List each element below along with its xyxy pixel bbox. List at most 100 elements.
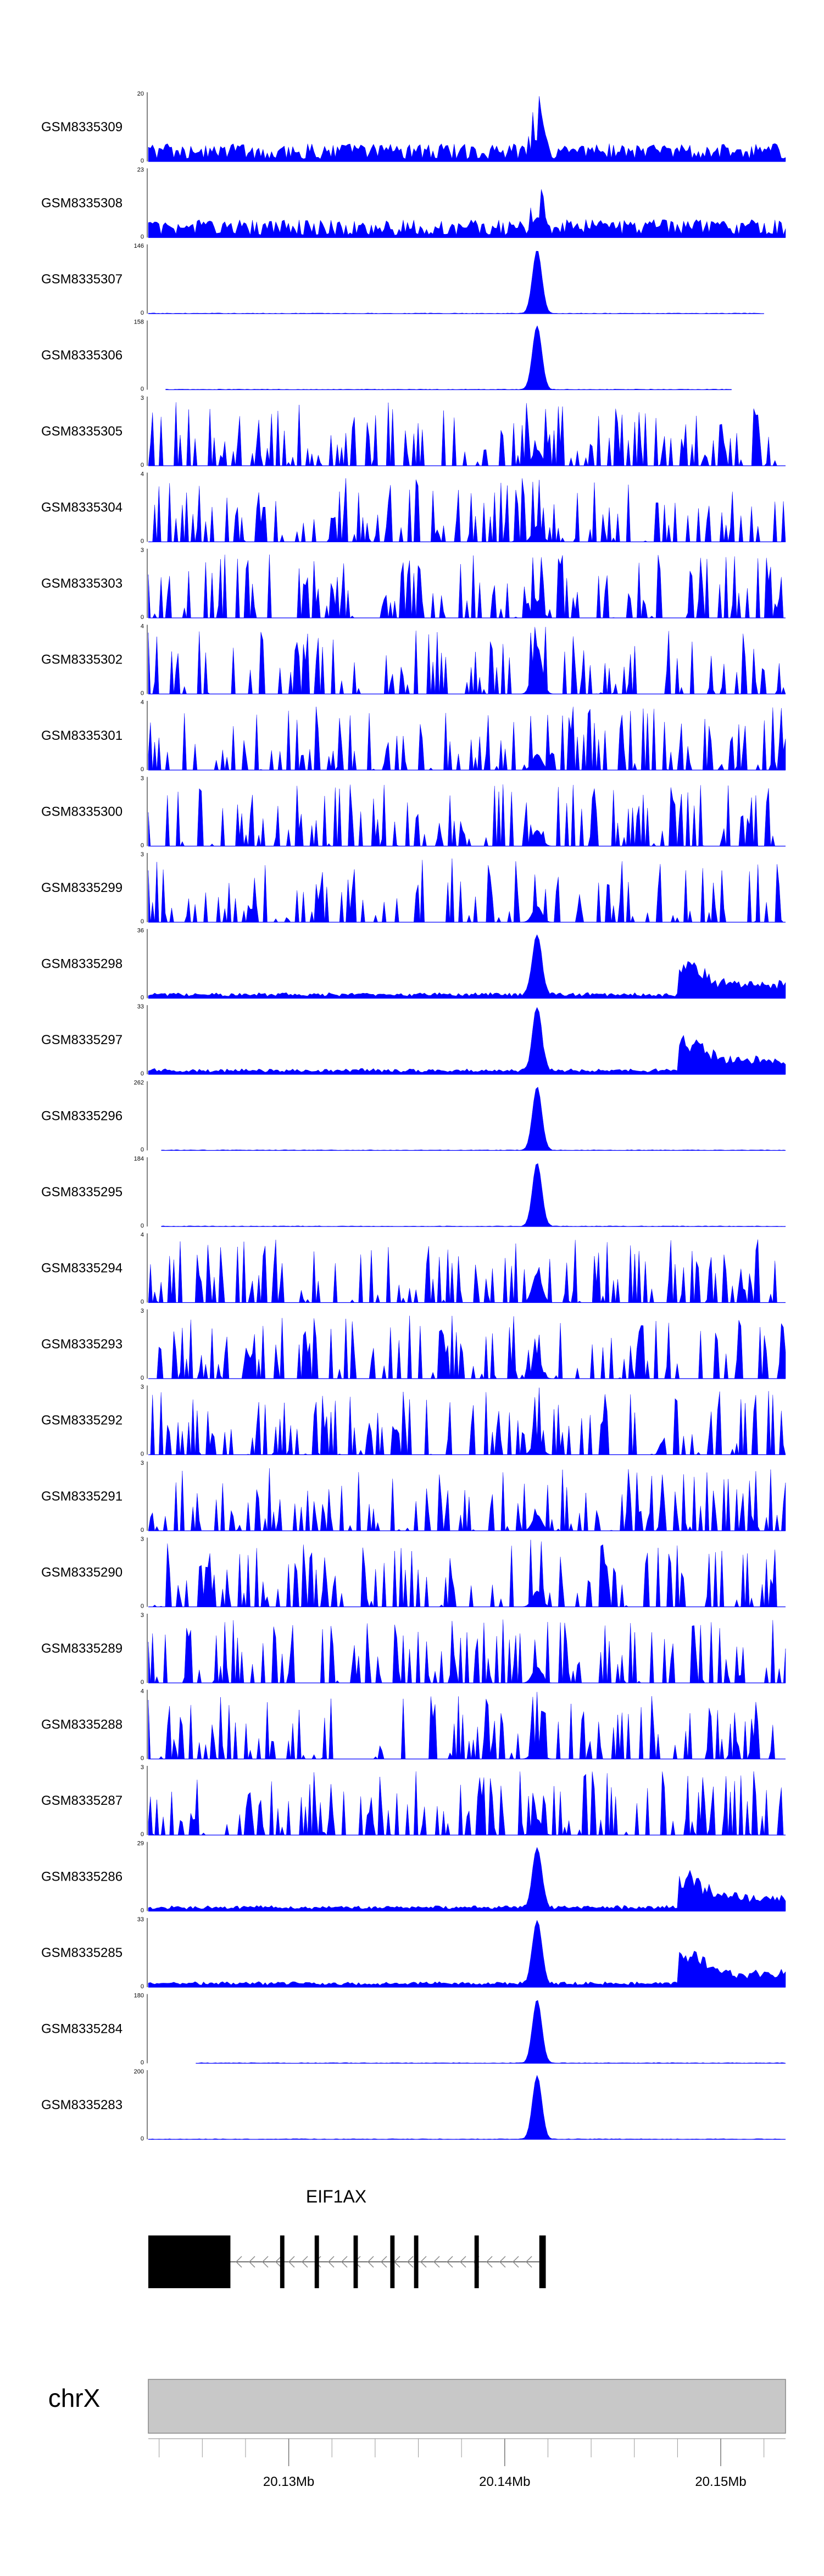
track-label: GSM8335283 bbox=[41, 2098, 123, 2112]
chromosome-axis: chrX 20.13Mb 20.14Mb 20.15Mb bbox=[48, 2379, 786, 2489]
track-GSM8335286: GSM8335286 29 0 bbox=[41, 1841, 786, 1914]
track-GSM8335284: GSM8335284 180 0 bbox=[41, 1993, 786, 2066]
track-GSM8335283: GSM8335283 200 0 bbox=[41, 2068, 786, 2142]
track-label: GSM8335298 bbox=[41, 957, 123, 972]
coverage-area bbox=[148, 478, 786, 543]
y-min-label: 0 bbox=[141, 1983, 144, 1990]
gene-exon bbox=[280, 2235, 285, 2288]
coverage-area bbox=[148, 189, 786, 238]
strand-arrow-icon bbox=[525, 2256, 532, 2268]
strand-arrow-icon bbox=[327, 2256, 335, 2268]
strand-arrow-icon bbox=[512, 2256, 519, 2268]
y-max-label: 184 bbox=[134, 1156, 144, 1162]
coverage-area bbox=[148, 1315, 786, 1379]
track-GSM8335285: GSM8335285 33 0 bbox=[41, 1916, 786, 1990]
y-max-label: 146 bbox=[134, 243, 144, 249]
strand-arrow-icon bbox=[275, 2256, 282, 2268]
gene-exon bbox=[314, 2235, 319, 2288]
track-label: GSM8335301 bbox=[41, 728, 123, 743]
track-GSM8335291: GSM8335291 3 0 bbox=[41, 1460, 786, 1534]
track-GSM8335304: GSM8335304 4 0 bbox=[41, 471, 786, 545]
coverage-area bbox=[161, 1086, 786, 1151]
track-label: GSM8335302 bbox=[41, 653, 123, 667]
track-label: GSM8335296 bbox=[41, 1109, 123, 1124]
gene-exon bbox=[539, 2235, 546, 2288]
track-label: GSM8335306 bbox=[41, 348, 123, 363]
strand-arrow-icon bbox=[407, 2256, 414, 2268]
track-label: GSM8335285 bbox=[41, 1945, 123, 1960]
coverage-area bbox=[148, 784, 786, 847]
track-GSM8335297: GSM8335297 33 0 bbox=[41, 1003, 786, 1077]
y-min-label: 0 bbox=[141, 1603, 144, 1610]
track-label: GSM8335307 bbox=[41, 272, 123, 287]
tick-label: 20.15Mb bbox=[695, 2474, 746, 2489]
track-GSM8335300: GSM8335300 3 0 bbox=[41, 776, 786, 849]
y-min-label: 0 bbox=[141, 690, 144, 697]
y-min-label: 0 bbox=[141, 995, 144, 1001]
y-min-label: 0 bbox=[141, 843, 144, 849]
coverage-area bbox=[148, 1540, 786, 1608]
y-min-label: 0 bbox=[141, 310, 144, 316]
coverage-area bbox=[161, 1163, 786, 1227]
track-GSM8335292: GSM8335292 3 0 bbox=[41, 1384, 786, 1458]
coverage-area bbox=[148, 96, 786, 162]
track-GSM8335287: GSM8335287 3 0 bbox=[41, 1764, 786, 1838]
y-max-label: 3 bbox=[141, 776, 144, 782]
gene-exon bbox=[148, 2235, 231, 2288]
track-label: GSM8335288 bbox=[41, 1718, 123, 1732]
strand-arrow-icon bbox=[288, 2256, 295, 2268]
y-max-label: 33 bbox=[137, 1003, 144, 1010]
track-GSM8335290: GSM8335290 3 0 bbox=[41, 1536, 786, 1610]
y-min-label: 0 bbox=[141, 1070, 144, 1077]
y-min-label: 0 bbox=[141, 1299, 144, 1306]
y-min-label: 0 bbox=[141, 2135, 144, 2142]
coverage-area bbox=[148, 858, 786, 923]
gene-model bbox=[148, 2235, 546, 2288]
strand-arrow-icon bbox=[341, 2256, 348, 2268]
track-GSM8335308: GSM8335308 23 0 bbox=[41, 167, 786, 241]
track-GSM8335301: GSM8335301 4 0 bbox=[41, 699, 786, 773]
y-min-label: 0 bbox=[141, 1223, 144, 1229]
coverage-area bbox=[148, 554, 786, 618]
track-label: GSM8335292 bbox=[41, 1413, 123, 1428]
coverage-area bbox=[148, 1619, 786, 1683]
y-max-label: 3 bbox=[141, 1460, 144, 1467]
coverage-area bbox=[148, 1847, 786, 1911]
track-GSM8335298: GSM8335298 36 0 bbox=[41, 928, 786, 1001]
y-min-label: 0 bbox=[141, 1908, 144, 1914]
y-min-label: 0 bbox=[141, 462, 144, 469]
gene-exon bbox=[390, 2235, 395, 2288]
y-max-label: 262 bbox=[134, 1080, 144, 1086]
y-max-label: 158 bbox=[134, 319, 144, 326]
gene-name-label: EIF1AX bbox=[306, 2187, 366, 2206]
y-max-label: 3 bbox=[141, 1384, 144, 1391]
coverage-area bbox=[148, 934, 786, 999]
y-max-label: 4 bbox=[141, 1688, 144, 1695]
track-GSM8335288: GSM8335288 4 0 bbox=[41, 1688, 786, 1762]
track-label: GSM8335290 bbox=[41, 1565, 123, 1580]
chromosome-ideogram-bar bbox=[148, 2379, 786, 2434]
tick-label: 20.14Mb bbox=[479, 2474, 530, 2489]
track-label: GSM8335289 bbox=[41, 1641, 123, 1656]
coverage-area bbox=[148, 1692, 786, 1760]
coverage-area bbox=[196, 2000, 786, 2064]
track-label: GSM8335294 bbox=[41, 1261, 123, 1276]
track-label: GSM8335300 bbox=[41, 805, 123, 819]
y-max-label: 3 bbox=[141, 1612, 144, 1619]
coverage-area bbox=[148, 402, 786, 466]
strand-arrow-icon bbox=[499, 2256, 506, 2268]
y-min-label: 0 bbox=[141, 1451, 144, 1458]
track-label: GSM8335286 bbox=[41, 1870, 123, 1884]
y-max-label: 20 bbox=[137, 91, 144, 97]
coverage-area bbox=[148, 627, 786, 695]
y-max-label: 200 bbox=[134, 2068, 144, 2075]
track-GSM8335305: GSM8335305 3 0 bbox=[41, 395, 786, 469]
track-GSM8335309: GSM8335309 20 0 bbox=[41, 91, 786, 164]
y-max-label: 180 bbox=[134, 1993, 144, 1999]
coverage-area bbox=[148, 1007, 786, 1075]
y-max-label: 3 bbox=[141, 1308, 144, 1314]
y-min-label: 0 bbox=[141, 614, 144, 621]
track-GSM8335289: GSM8335289 3 0 bbox=[41, 1612, 786, 1686]
y-min-label: 0 bbox=[141, 918, 144, 925]
